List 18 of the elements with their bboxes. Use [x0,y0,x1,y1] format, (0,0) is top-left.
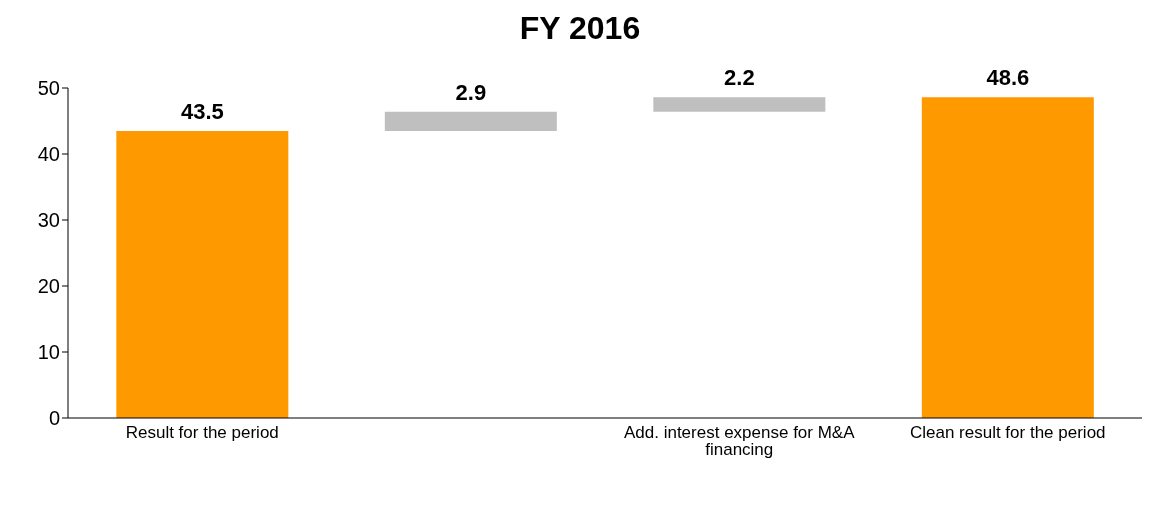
x-tick-label: Clean result for the period [909,423,1106,443]
data-label: 2.2 [724,65,755,91]
x-tick-label: Add. interest expense for M&A financing [623,423,856,460]
y-tick-label: 40 [37,143,60,166]
y-tick-label: 30 [37,209,60,232]
data-label: 43.5 [180,98,224,124]
y-tick-label: 50 [37,77,60,100]
x-tick-label: Result for the period [125,423,279,443]
bar [921,97,1094,418]
y-tick-label: 0 [48,407,60,430]
bar [653,97,826,112]
bar [116,130,289,418]
bar [384,111,557,131]
chart-title: FY 2016 [518,9,642,48]
y-tick-label: 10 [37,341,60,364]
data-label: 2.9 [455,79,487,105]
y-tick-label: 20 [37,275,60,298]
data-label: 48.6 [986,65,1030,91]
